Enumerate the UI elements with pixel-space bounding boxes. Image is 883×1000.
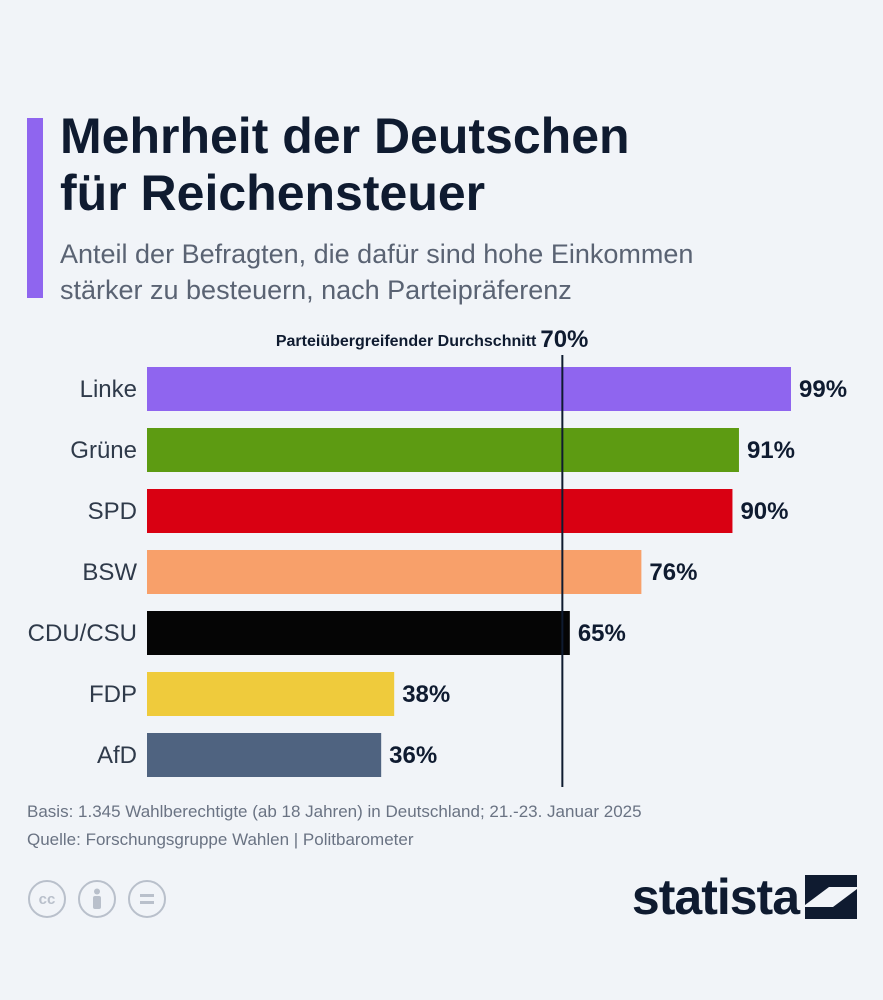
title-accent-bar: [27, 118, 43, 298]
value-label-bsw: 76%: [649, 559, 697, 586]
statista-mark-icon: [805, 875, 857, 919]
bar-chart: Linke 99% Grüne 91% SPD 90% BSW 76% CDU/CSU 65% FD…: [28, 326, 847, 787]
value-label-cdu-csu: 65%: [578, 620, 626, 647]
value-label-fdp: 38%: [402, 681, 450, 708]
bar-fdp: [147, 672, 395, 716]
nd-equals-icon[interactable]: [128, 880, 166, 918]
bar-bsw: [147, 550, 642, 594]
category-label-cdu-csu: CDU/CSU: [28, 620, 137, 647]
title-line-2: für Reichensteuer: [60, 165, 486, 221]
value-label-afd: 36%: [389, 742, 437, 769]
chart-title: Mehrheit der Deutschen für Reichensteuer: [60, 108, 840, 222]
average-label: Parteiübergreifender Durchschnitt: [276, 333, 537, 350]
category-label-fdp: FDP: [89, 681, 137, 708]
bar-cdu-csu: [147, 611, 570, 655]
bar-gr-ne: [147, 428, 739, 472]
basis-note: Basis: 1.345 Wahlberechtigte (ab 18 Jahr…: [27, 802, 642, 821]
title-line-1: Mehrheit der Deutschen: [60, 108, 630, 164]
chart-subtitle: Anteil der Befragten, die dafür sind hoh…: [60, 236, 860, 308]
cc-icon[interactable]: cc: [28, 880, 66, 918]
subtitle-line-2: stärker zu besteuern, nach Parteipräfere…: [60, 275, 572, 305]
category-label-gr-ne: Grüne: [70, 437, 137, 464]
average-value: 70%: [540, 326, 588, 353]
person-glyph-icon: [93, 888, 101, 909]
category-label-spd: SPD: [88, 498, 137, 525]
brand-wordmark: statista: [631, 869, 800, 925]
value-label-gr-ne: 91%: [747, 437, 795, 464]
equals-glyph-icon: [140, 894, 154, 904]
category-label-afd: AfD: [97, 742, 137, 769]
statista-logo[interactable]: statista: [632, 872, 857, 922]
value-label-spd: 90%: [740, 498, 788, 525]
category-label-linke: Linke: [80, 376, 137, 403]
source-note: Quelle: Forschungsgruppe Wahlen | Politb…: [27, 830, 414, 849]
bar-linke: [147, 367, 791, 411]
bar-spd: [147, 489, 733, 533]
bar-afd: [147, 733, 382, 777]
subtitle-line-1: Anteil der Befragten, die dafür sind hoh…: [60, 239, 694, 269]
value-label-linke: 99%: [799, 376, 847, 403]
by-person-icon[interactable]: [78, 880, 116, 918]
license-icons: cc: [28, 880, 166, 918]
category-label-bsw: BSW: [82, 559, 137, 586]
